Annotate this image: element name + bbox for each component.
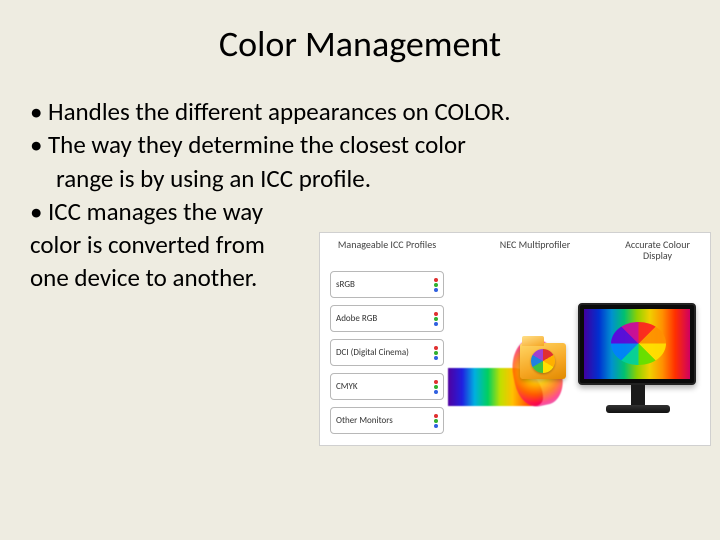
profile-list: sRGB Adobe RGB DCI (Digital Cinema) CMYK… — [330, 271, 444, 441]
bullet-3-line3: one device to another. — [30, 262, 320, 293]
rgb-dots-icon — [434, 380, 438, 394]
profile-srgb-label: sRGB — [336, 280, 355, 289]
color-wheel-icon — [531, 349, 555, 373]
profile-folder-icon — [520, 343, 566, 379]
monitor-base — [606, 405, 670, 413]
monitor-stand — [631, 385, 645, 405]
rgb-dots-icon — [434, 312, 438, 326]
profile-cmyk-label: CMYK — [336, 382, 358, 391]
rgb-dots-icon — [434, 346, 438, 360]
header-profiles: Manageable ICC Profiles — [332, 239, 442, 250]
profile-srgb: sRGB — [330, 271, 444, 298]
monitor-bezel — [578, 303, 696, 385]
bullet-2-text: The way they determine the closest color — [48, 129, 466, 160]
profile-cmyk: CMYK — [330, 373, 444, 400]
profile-adobergb-label: Adobe RGB — [336, 314, 377, 323]
profile-dci-label: DCI (Digital Cinema) — [336, 348, 409, 357]
header-display: Accurate Colour Display — [610, 239, 705, 261]
color-management-diagram: Manageable ICC Profiles NEC Multiprofile… — [319, 232, 711, 446]
slide-title: Color Management — [0, 0, 720, 96]
header-multiprofiler: NEC Multiprofiler — [485, 239, 585, 250]
monitor-icon — [578, 303, 698, 423]
profile-other-label: Other Monitors — [336, 416, 393, 425]
rgb-dots-icon — [434, 414, 438, 428]
bullet-1-text: Handles the different appearances on COL… — [48, 96, 511, 127]
bullet-2: •The way they determine the closest colo… — [30, 129, 700, 160]
bullet-1: •Handles the different appearances on CO… — [30, 96, 700, 127]
rgb-dots-icon — [434, 278, 438, 292]
profile-adobergb: Adobe RGB — [330, 305, 444, 332]
bullet-3-line2: color is converted from — [30, 229, 320, 260]
bullet-3-text: ICC manages the way — [48, 196, 263, 227]
bullet-3: •ICC manages the way — [30, 196, 320, 227]
monitor-screen — [584, 309, 690, 379]
profile-dci: DCI (Digital Cinema) — [330, 339, 444, 366]
profile-other: Other Monitors — [330, 407, 444, 434]
bullet-2-cont: range is by using an ICC profile. — [30, 163, 700, 194]
